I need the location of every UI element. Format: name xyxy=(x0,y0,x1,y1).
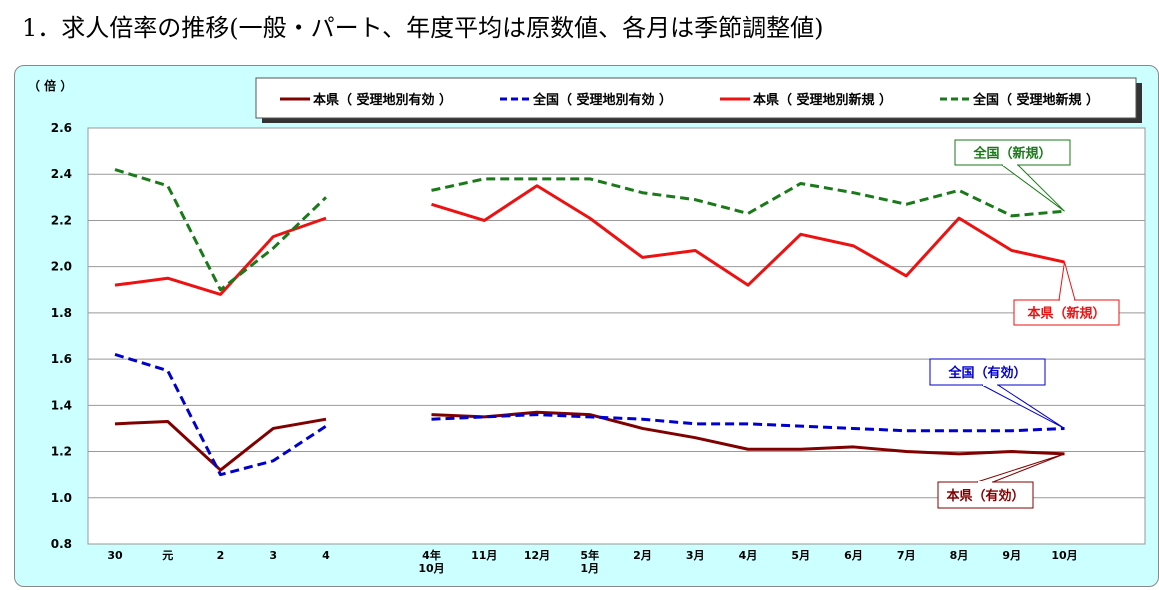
x-tick-label: 10月 xyxy=(1051,549,1077,562)
y-tick-label: 1.0 xyxy=(51,491,72,505)
x-tick-label: 30 xyxy=(107,549,123,562)
legend-label-1: 全国（ 受理地別有効 ） xyxy=(532,92,672,108)
series-line-2 xyxy=(431,184,1065,287)
y-tick-label: 1.6 xyxy=(51,352,72,366)
x-tick-label: 10月 xyxy=(418,562,444,575)
callout-box xyxy=(1013,299,1120,326)
y-tick-label: 2.0 xyxy=(51,260,72,274)
x-tick-label: 4月 xyxy=(739,549,758,562)
y-tick-label: 2.2 xyxy=(51,213,72,227)
x-tick-label: 12月 xyxy=(524,549,550,562)
legend-box xyxy=(255,77,1137,119)
series-line-1 xyxy=(431,413,1065,433)
callout-label: 本県（有効） xyxy=(946,488,1024,504)
series-line-2 xyxy=(114,216,327,296)
x-tick-label: 1月 xyxy=(580,562,599,575)
x-tick-label: 元 xyxy=(162,549,173,562)
x-tick-label: 7月 xyxy=(897,549,916,562)
x-tick-label: 5月 xyxy=(791,549,810,562)
y-axis-label: （ 倍 ） xyxy=(28,78,72,93)
x-tick-label: 2月 xyxy=(633,549,652,562)
x-tick-label: 2 xyxy=(217,549,225,562)
callout-label: 全国（有効） xyxy=(947,365,1026,381)
x-tick-label: 4年 xyxy=(422,548,441,562)
x-tick-label: 3月 xyxy=(686,549,705,562)
callout-label: 全国（新規） xyxy=(972,146,1051,162)
callout-box xyxy=(929,358,1046,386)
series-line-3 xyxy=(431,177,1065,218)
y-axis: 0.8 1.0 1.2 1.4 1.6 1.8 2.0 2.2 2.4 2.6 xyxy=(51,121,72,551)
y-tick-label: 2.4 xyxy=(51,167,72,181)
callouts: 全国（新規） 本県（新規） 全国（有効） 本県（有効） xyxy=(929,139,1120,509)
x-tick-label: 4 xyxy=(322,549,330,562)
series-line-1 xyxy=(114,353,327,477)
y-tick-label: 1.4 xyxy=(51,398,72,412)
y-tick-label: 1.8 xyxy=(51,306,72,320)
x-tick-label: 5年 xyxy=(580,548,599,562)
legend: 本県（ 受理地別有効 ） 全国（ 受理地別有効 ） 本県（ 受理地別新規 ） 全国（ … xyxy=(255,77,1142,123)
x-tick-label: 11月 xyxy=(471,549,497,562)
series-line-0 xyxy=(114,417,327,472)
series-layer xyxy=(114,168,1065,477)
y-tick-label: 0.8 xyxy=(51,537,72,551)
x-tick-label: 9月 xyxy=(1002,549,1021,562)
legend-label-3: 全国（ 受理地新規 ） xyxy=(972,92,1099,108)
legend-label-2: 本県（ 受理地別新規 ） xyxy=(753,92,892,108)
legend-label-0: 本県（ 受理地別有効 ） xyxy=(313,92,452,108)
y-tick-label: 2.6 xyxy=(51,121,72,135)
callout-label: 本県（新規） xyxy=(1027,306,1105,322)
x-tick-label: 8月 xyxy=(950,549,969,562)
x-tick-label: 6月 xyxy=(844,549,863,562)
y-tick-label: 1.2 xyxy=(51,445,72,459)
x-tick-label: 3 xyxy=(269,549,277,562)
series-line-0 xyxy=(431,410,1065,456)
series-line-3 xyxy=(114,168,328,292)
page-title: 1．求人倍率の推移(一般・パート、年度平均は原数値、各月は季節調整値) xyxy=(22,14,824,42)
